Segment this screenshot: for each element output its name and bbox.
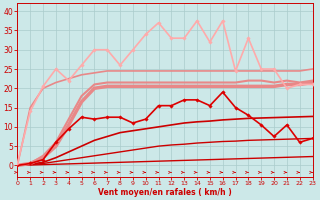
X-axis label: Vent moyen/en rafales ( km/h ): Vent moyen/en rafales ( km/h ): [98, 188, 232, 197]
